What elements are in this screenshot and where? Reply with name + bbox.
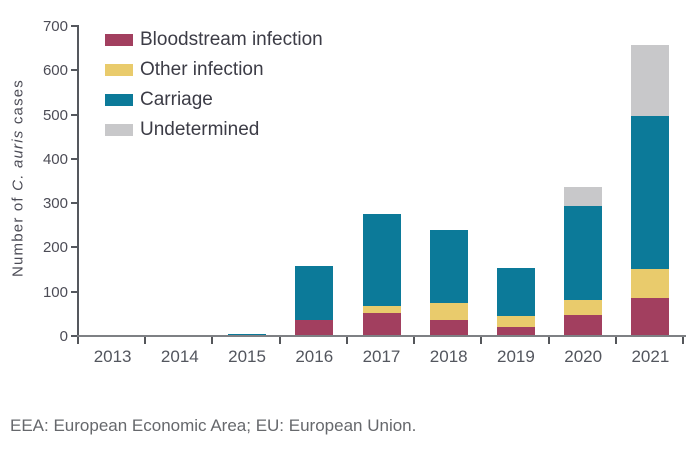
bar-segment-2019-carriage xyxy=(496,268,535,316)
bar-segment-2017-carriage xyxy=(362,214,401,306)
x-axis-tick xyxy=(682,337,684,344)
legend-swatch-icon xyxy=(105,94,133,106)
legend-swatch-icon xyxy=(105,34,133,46)
legend-swatch-icon xyxy=(105,124,133,136)
y-axis-tick-label: 200 xyxy=(42,239,68,257)
legend-label: Other infection xyxy=(140,59,264,80)
x-axis-tick xyxy=(345,337,348,344)
y-axis-tick-label: 300 xyxy=(42,195,68,213)
x-axis-tick xyxy=(144,337,147,344)
y-axis-tick xyxy=(71,335,77,337)
x-axis-tick xyxy=(614,337,617,344)
x-axis-label-2018: 2018 xyxy=(429,347,468,366)
bar-segment-2021-other-infection xyxy=(631,268,670,298)
bar-segment-2021-undetermined xyxy=(631,44,670,116)
x-axis-tick xyxy=(480,337,483,344)
y-axis-tick xyxy=(71,290,77,293)
legend-item-undetermined: Undetermined xyxy=(105,118,323,142)
y-axis-tick xyxy=(71,69,77,72)
y-axis-title: Number of C. auris cases xyxy=(10,28,27,328)
y-axis-title-suffix: cases xyxy=(9,78,27,130)
x-axis-label-2013: 2013 xyxy=(93,347,132,366)
bar-segment-2021-carriage xyxy=(631,115,670,269)
y-axis-tick xyxy=(71,157,77,160)
y-axis-tick-label: 100 xyxy=(42,283,68,301)
x-axis-tick xyxy=(278,337,281,344)
bar-segment-2017-bloodstream-infection xyxy=(362,313,401,335)
x-axis-label-2017: 2017 xyxy=(362,347,401,366)
x-axis-tick xyxy=(413,337,416,344)
legend-item-carriage: Carriage xyxy=(105,88,323,112)
x-axis-label-2016: 2016 xyxy=(295,347,334,366)
x-axis-label-2019: 2019 xyxy=(497,347,535,366)
y-axis-tick-label: 0 xyxy=(59,328,68,345)
bar-segment-2021-bloodstream-infection xyxy=(631,297,670,335)
y-axis-tick xyxy=(71,246,77,249)
x-axis-tick xyxy=(547,337,550,344)
y-axis-title-species: C. auris xyxy=(9,129,27,191)
legend: Bloodstream infection Other infection Carr… xyxy=(105,28,323,148)
bar-segment-2017-other-infection xyxy=(362,305,401,314)
y-axis-line xyxy=(77,25,79,337)
bar-segment-2016-carriage xyxy=(295,265,334,321)
bar-segment-2018-other-infection xyxy=(429,302,468,320)
x-axis-label-2014: 2014 xyxy=(160,347,199,366)
bar-segment-2020-other-infection xyxy=(564,299,603,315)
bar-segment-2019-other-infection xyxy=(496,315,535,327)
legend-item-other-infection: Other infection xyxy=(105,58,323,82)
y-axis-tick xyxy=(71,113,77,116)
y-axis-tick-label: 400 xyxy=(42,150,68,168)
y-axis-tick xyxy=(71,202,77,205)
bar-segment-2020-bloodstream-infection xyxy=(564,314,603,335)
bar-segment-2016-bloodstream-infection xyxy=(295,320,334,335)
bar-segment-2020-carriage xyxy=(564,206,603,300)
bar-segment-2019-bloodstream-infection xyxy=(496,327,535,335)
x-axis-line xyxy=(77,335,686,337)
bar-segment-2015-carriage xyxy=(228,333,267,335)
legend-item-bloodstream-infection: Bloodstream infection xyxy=(105,28,323,52)
x-axis-tick xyxy=(77,337,79,344)
x-axis-label-2021: 2021 xyxy=(631,347,670,366)
bar-segment-2020-undetermined xyxy=(564,186,603,207)
legend-label: Undetermined xyxy=(140,119,260,140)
x-axis-label-2020: 2020 xyxy=(564,347,603,366)
y-axis-tick xyxy=(71,25,77,27)
y-axis-tick-label: 600 xyxy=(42,62,68,80)
y-axis-title-prefix: Number of xyxy=(9,190,27,278)
bar-segment-2018-bloodstream-infection xyxy=(429,319,468,335)
y-axis-tick-label: 500 xyxy=(42,106,68,124)
x-axis-tick xyxy=(211,337,214,344)
y-axis-tick-label: 700 xyxy=(42,18,68,35)
legend-label: Carriage xyxy=(140,89,213,110)
legend-label: Bloodstream infection xyxy=(140,29,323,50)
footnote: EEA: European Economic Area; EU: Europea… xyxy=(10,416,417,435)
legend-swatch-icon xyxy=(105,64,133,76)
bar-segment-2018-carriage xyxy=(429,230,468,303)
x-axis-label-2015: 2015 xyxy=(228,347,266,366)
